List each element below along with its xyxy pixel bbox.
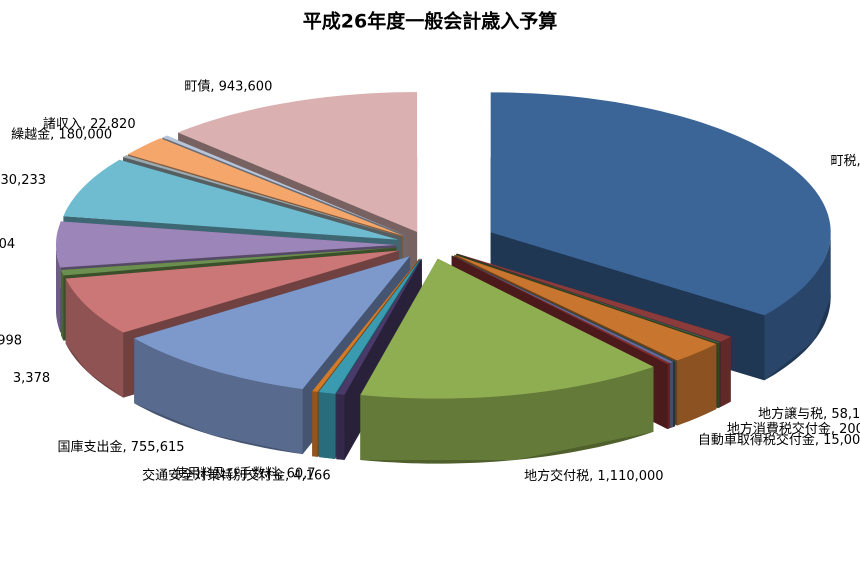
data-label: 地方消費税交付金, 200,000 bbox=[727, 421, 860, 437]
data-label: 町債, 943,600 bbox=[184, 80, 272, 95]
slice bbox=[456, 253, 720, 344]
slice bbox=[162, 135, 406, 236]
slice-wall bbox=[336, 258, 422, 460]
data-label: 3,378 bbox=[13, 371, 50, 386]
slice bbox=[63, 159, 399, 240]
slice bbox=[456, 253, 731, 342]
data-label: 47,998 bbox=[0, 333, 22, 348]
slice bbox=[123, 155, 403, 237]
slice-rim bbox=[719, 342, 721, 408]
slice-rim bbox=[65, 278, 124, 398]
data-label: 0,004 bbox=[0, 237, 15, 252]
slice-rim bbox=[720, 336, 731, 407]
slice bbox=[56, 221, 397, 268]
slice bbox=[178, 92, 418, 233]
slice bbox=[360, 258, 654, 399]
slice bbox=[336, 258, 422, 395]
slice-rim bbox=[134, 338, 303, 455]
slice-rim bbox=[667, 363, 670, 429]
data-label: 諸収入, 22,820 bbox=[43, 116, 136, 132]
slice bbox=[454, 254, 717, 361]
slice-rim bbox=[61, 270, 64, 341]
slice-rim bbox=[718, 342, 720, 409]
slice-rim bbox=[336, 394, 345, 460]
data-label: 町税, 2,669 bbox=[831, 154, 860, 169]
slice bbox=[456, 253, 721, 343]
slice bbox=[451, 255, 674, 364]
data-label: 繰越金, 180,000 bbox=[11, 127, 112, 143]
slice bbox=[312, 258, 420, 392]
data-label: 国庫支出金, 755,615 bbox=[58, 439, 185, 455]
slice bbox=[490, 92, 831, 316]
data-label: 使用料及び手数料, 60,7 bbox=[174, 466, 315, 482]
slice-rim bbox=[677, 344, 717, 426]
data-label: 地方譲与税, 58,10 bbox=[758, 406, 860, 422]
slice bbox=[65, 250, 399, 333]
data-label: 530,233 bbox=[0, 173, 46, 188]
slice bbox=[452, 255, 676, 362]
data-label: 交通安全対策特別交付金, 4,166 bbox=[142, 467, 330, 483]
slice bbox=[127, 138, 404, 237]
slice-rim bbox=[312, 391, 318, 457]
chart-title: 平成26年度一般会計歳入予算 bbox=[303, 10, 557, 33]
slice bbox=[451, 255, 670, 364]
data-label: 地方交付税, 1,110,000 bbox=[524, 468, 663, 484]
slice-rim bbox=[669, 362, 674, 429]
slice bbox=[61, 247, 397, 276]
slice bbox=[318, 258, 421, 394]
slice-rim bbox=[764, 232, 831, 381]
data-label: 自動車取得税交付金, 15,000 bbox=[698, 432, 860, 448]
slice-rim bbox=[56, 244, 61, 333]
slice-rim bbox=[360, 366, 654, 460]
slice-rim bbox=[673, 361, 676, 427]
slice bbox=[134, 256, 410, 390]
slice-rim bbox=[318, 392, 336, 459]
